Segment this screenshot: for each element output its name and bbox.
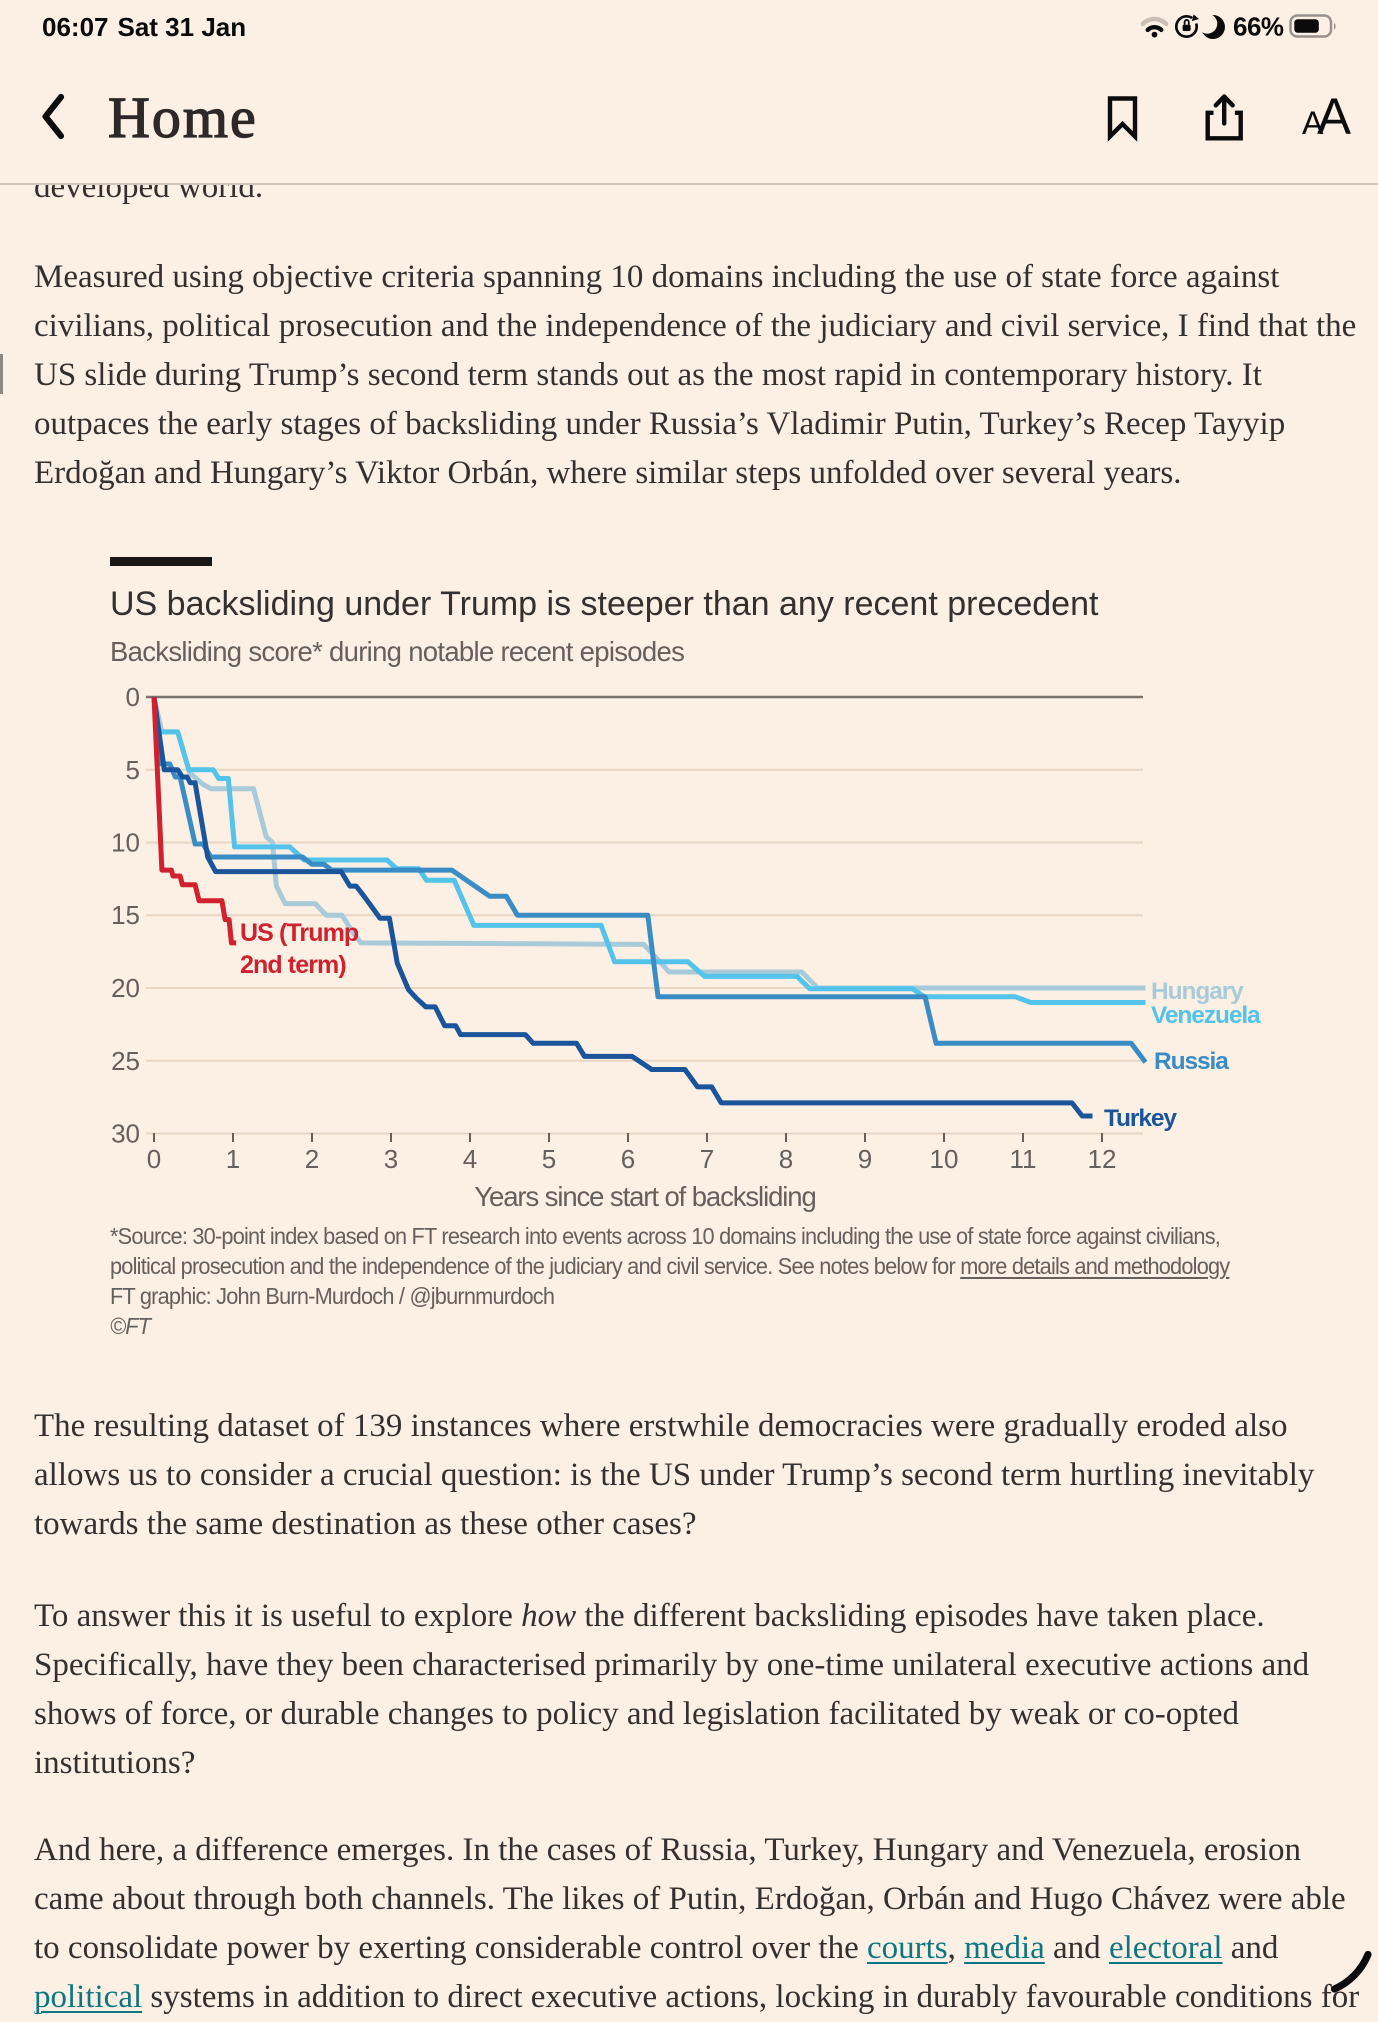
svg-text:7: 7: [700, 1144, 714, 1174]
svg-text:2nd term): 2nd term): [240, 951, 346, 979]
svg-text:11: 11: [1010, 1144, 1037, 1174]
svg-text:5: 5: [542, 1144, 556, 1174]
svg-text:20: 20: [111, 973, 140, 1003]
svg-text:A: A: [1317, 88, 1351, 145]
svg-text:5: 5: [126, 755, 140, 785]
svg-text:66%: 66%: [1233, 12, 1284, 42]
svg-text:Russia: Russia: [1154, 1048, 1229, 1075]
svg-text:Hungary: Hungary: [1151, 978, 1244, 1005]
svg-text:30: 30: [111, 1119, 140, 1149]
svg-text:Venezuela: Venezuela: [1151, 1002, 1261, 1029]
svg-text:6: 6: [621, 1144, 635, 1174]
svg-text:1: 1: [226, 1144, 240, 1174]
svg-text:12: 12: [1088, 1144, 1117, 1174]
svg-text:10: 10: [930, 1144, 959, 1174]
svg-text:US (Trump: US (Trump: [240, 919, 359, 947]
svg-text:0: 0: [147, 1144, 161, 1174]
svg-text:25: 25: [111, 1046, 140, 1076]
svg-text:10: 10: [111, 828, 140, 858]
svg-text:A: A: [1302, 105, 1324, 141]
svg-text:15: 15: [111, 900, 140, 930]
svg-text:8: 8: [779, 1144, 793, 1174]
svg-text:9: 9: [858, 1144, 872, 1174]
svg-text:Turkey: Turkey: [1104, 1105, 1177, 1132]
svg-text:3: 3: [384, 1144, 398, 1174]
svg-text:0: 0: [126, 682, 140, 712]
svg-text:2: 2: [305, 1144, 319, 1174]
svg-text:4: 4: [463, 1144, 477, 1174]
